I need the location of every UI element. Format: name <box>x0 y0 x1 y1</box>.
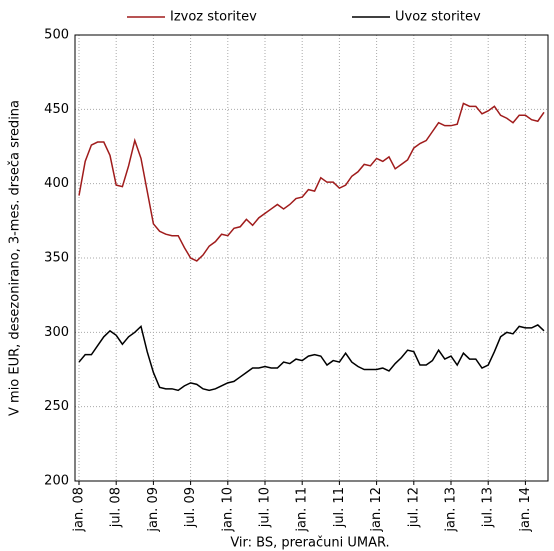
source: Vir: BS, preračuni UMAR. <box>230 536 389 551</box>
x-tick-label: jul. 12 <box>406 487 421 528</box>
legend-label: Izvoz storitev <box>170 10 257 25</box>
x-tick-label: jan. 08 <box>72 487 87 533</box>
series-line <box>78 102 545 262</box>
series-line <box>78 323 545 392</box>
y-tick-label: 300 <box>44 325 69 340</box>
y-tick-label: 200 <box>44 474 69 489</box>
x-tick-label: jul. 08 <box>109 487 124 528</box>
x-tick-label: jul. 10 <box>258 487 273 528</box>
y-tick-label: 400 <box>44 176 69 191</box>
x-tick-label: jan. 11 <box>295 487 310 533</box>
x-tick-label: jul. 13 <box>481 487 496 528</box>
x-tick-label: jul. 11 <box>332 487 347 528</box>
y-tick-label: 450 <box>44 102 69 117</box>
plot-frame <box>74 34 549 482</box>
x-tick-label: jan. 14 <box>518 487 533 533</box>
x-tick-label: jan. 13 <box>444 487 459 533</box>
x-tick-label: jan. 10 <box>220 487 235 533</box>
y-tick-label: 250 <box>44 399 69 414</box>
y-tick-label: 350 <box>44 251 69 266</box>
x-tick-label: jan. 09 <box>146 487 161 533</box>
x-tick-label: jul. 09 <box>183 487 198 528</box>
y-tick-label: 500 <box>44 28 69 43</box>
x-tick-label: jan. 12 <box>369 487 384 533</box>
legend-label: Uvoz storitev <box>395 10 481 25</box>
y-axis-label: V mio EUR, desezonirano, 3-mes. drseča s… <box>8 100 23 416</box>
